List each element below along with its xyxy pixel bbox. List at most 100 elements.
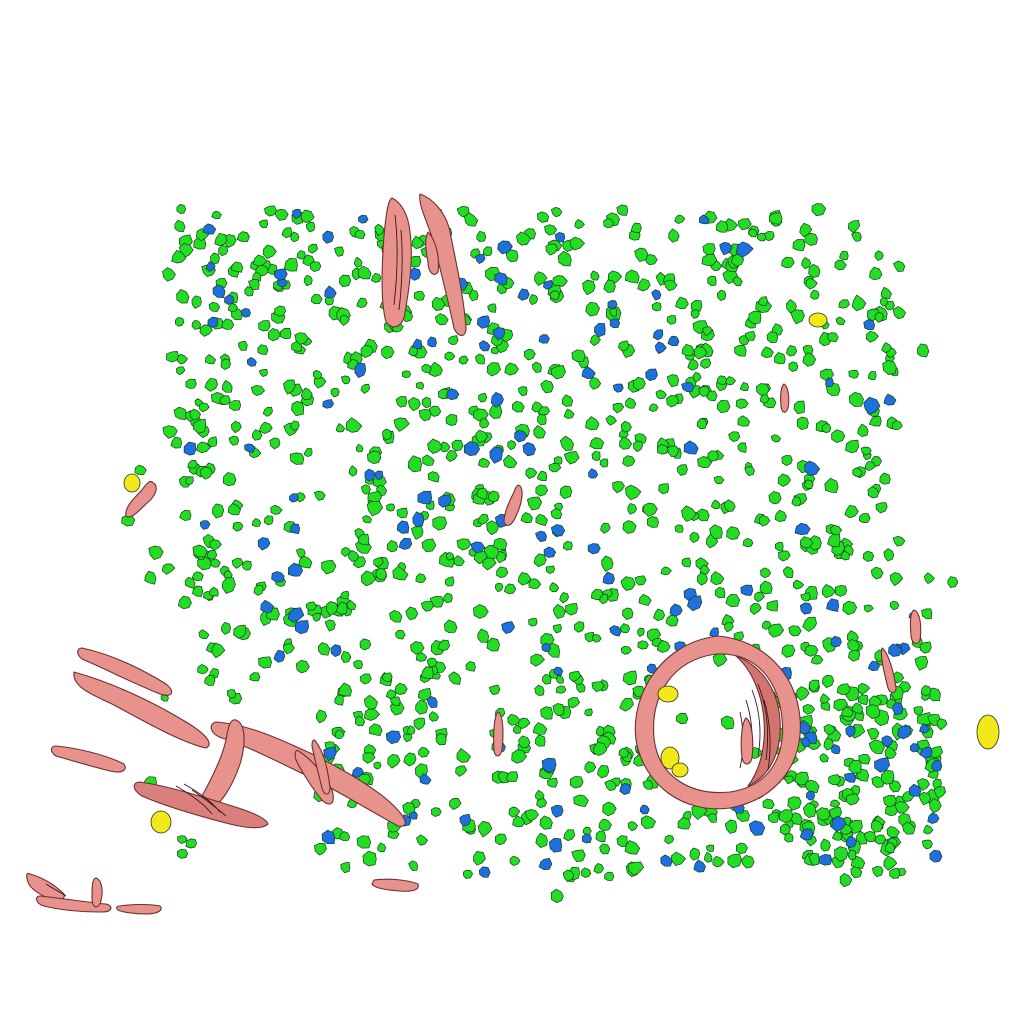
- green-cell: [585, 301, 600, 317]
- green-cell: [449, 797, 462, 810]
- green-cell: [576, 682, 586, 693]
- green-cell: [601, 555, 614, 572]
- vessel-segment: [77, 647, 173, 696]
- green-cell: [536, 412, 547, 426]
- green-cell: [715, 220, 729, 233]
- green-cell: [819, 753, 829, 763]
- blue-nucleus: [830, 635, 842, 648]
- green-cell: [178, 595, 192, 610]
- vessel-segment: [740, 717, 754, 765]
- green-cell: [403, 752, 417, 767]
- green-cell: [339, 274, 352, 287]
- green-cell: [643, 502, 658, 517]
- green-cell: [651, 302, 662, 312]
- green-cell: [192, 544, 208, 558]
- green-cell: [755, 383, 770, 396]
- green-cell: [559, 485, 573, 500]
- blue-nucleus: [522, 442, 536, 457]
- blue-nucleus: [494, 272, 508, 285]
- green-cell: [185, 476, 194, 486]
- green-cell: [593, 741, 608, 756]
- green-cell: [656, 639, 671, 653]
- green-cell: [394, 682, 408, 695]
- green-cell: [735, 842, 748, 854]
- blue-nucleus: [470, 541, 486, 554]
- green-cell: [831, 429, 846, 443]
- blue-nucleus: [273, 649, 286, 663]
- green-cell: [549, 582, 560, 593]
- green-cell: [834, 846, 849, 862]
- green-cell: [552, 603, 566, 619]
- green-cell: [591, 450, 601, 461]
- green-cell: [633, 440, 643, 453]
- green-cell: [221, 577, 236, 594]
- green-cell: [373, 557, 384, 567]
- green-cell: [618, 340, 630, 352]
- green-cell: [768, 212, 783, 225]
- green-cell: [360, 673, 372, 685]
- green-cell: [655, 389, 667, 400]
- green-cell: [314, 490, 326, 501]
- green-cell: [737, 218, 752, 231]
- green-cell: [766, 331, 779, 343]
- green-cell: [456, 538, 472, 551]
- blue-nucleus: [324, 285, 337, 299]
- green-cell: [830, 799, 841, 808]
- green-cell: [803, 802, 817, 818]
- blue-nucleus: [478, 340, 491, 352]
- green-cell: [517, 717, 531, 730]
- green-cell: [420, 600, 435, 612]
- blue-nucleus: [799, 828, 814, 841]
- green-cell: [802, 352, 817, 367]
- green-cell: [220, 621, 231, 635]
- green-cell: [749, 602, 762, 615]
- green-cell: [821, 674, 835, 688]
- green-cell: [185, 378, 197, 389]
- green-cell: [479, 417, 490, 429]
- green-cell: [411, 235, 425, 249]
- blue-nucleus: [287, 607, 305, 623]
- green-cell: [884, 746, 897, 759]
- green-cell: [701, 253, 718, 267]
- green-cell: [619, 436, 633, 450]
- green-cell: [821, 584, 836, 599]
- blue-nucleus: [735, 241, 754, 258]
- green-cell: [356, 297, 368, 309]
- green-cell: [622, 670, 637, 686]
- green-cell: [574, 219, 585, 229]
- green-cell: [340, 861, 351, 873]
- green-cell: [228, 435, 240, 446]
- green-cell: [920, 685, 932, 696]
- green-cell: [552, 624, 563, 634]
- green-cell: [505, 249, 519, 263]
- green-cell: [377, 842, 387, 853]
- green-cell: [507, 713, 521, 726]
- green-cell: [473, 604, 489, 619]
- green-cell: [171, 249, 187, 264]
- blue-nucleus: [888, 643, 903, 657]
- green-cell: [179, 510, 192, 521]
- green-cell: [162, 267, 176, 282]
- green-cell: [248, 279, 260, 291]
- green-cell: [561, 394, 574, 407]
- green-cell: [865, 330, 879, 343]
- green-cell: [432, 516, 448, 531]
- green-cell: [782, 566, 794, 579]
- green-cell: [249, 672, 261, 682]
- green-cell: [574, 621, 585, 633]
- green-cell: [858, 513, 871, 524]
- green-cell: [840, 706, 854, 718]
- green-cell: [290, 231, 300, 243]
- green-cell: [348, 550, 360, 562]
- blue-nucleus: [929, 849, 943, 863]
- green-cell: [804, 232, 818, 246]
- green-cell: [422, 454, 435, 466]
- green-cell: [534, 271, 548, 286]
- green-cell: [808, 679, 820, 693]
- green-cell: [334, 246, 344, 257]
- green-cell: [857, 694, 869, 705]
- green-cell: [148, 545, 164, 560]
- green-cell: [868, 416, 882, 427]
- green-cell: [633, 376, 646, 391]
